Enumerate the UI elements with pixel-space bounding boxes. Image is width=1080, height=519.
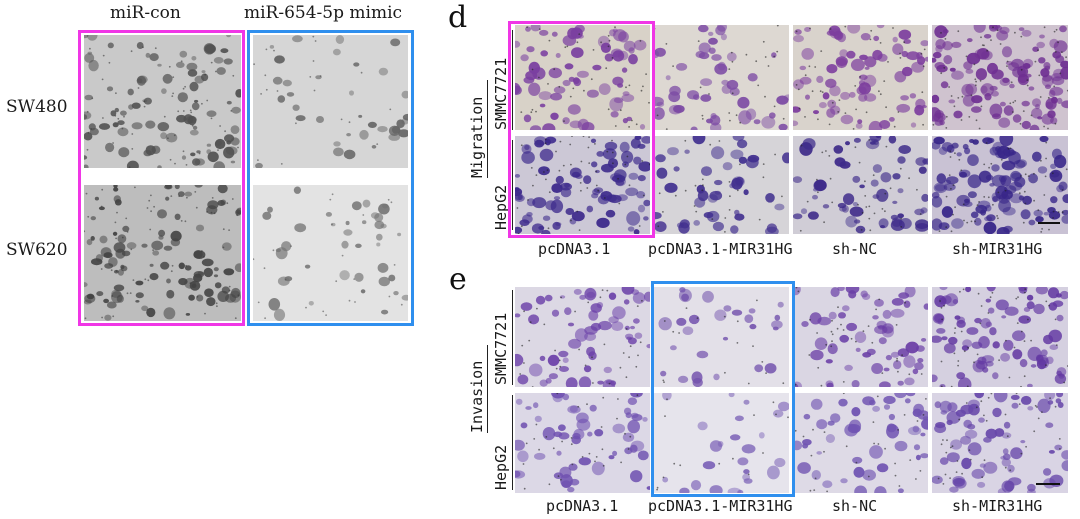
assay-bracket-migration: [487, 80, 488, 178]
micrograph-e-hepg2-mir31hg: [654, 393, 789, 493]
assay-label-invasion: Invasion: [468, 360, 486, 433]
micrograph-e-smmc-shnc: [793, 287, 928, 387]
assay-label-migration: Migration: [468, 96, 486, 178]
micrograph-d-hepg2-pcdna: [515, 136, 650, 234]
panel-letter-d: d: [448, 0, 468, 35]
row-label-sw620: SW620: [6, 240, 68, 260]
micrograph-e-hepg2-shnc: [793, 393, 928, 493]
column-label-e-shnc: sh-NC: [832, 497, 878, 515]
row-label-hepg2-e: HepG2: [492, 444, 510, 490]
column-label-d-shmir31hg: sh-MIR31HG: [952, 240, 1043, 258]
column-label-e-pcdna-mir31hg: pcDNA3.1-MIR31HG: [648, 497, 793, 515]
micrograph-e-hepg2-shmir31hg: [932, 393, 1068, 493]
micrograph-d-smmc-pcdna: [515, 25, 650, 130]
micrograph-e-smmc-pcdna: [515, 287, 650, 387]
column-label-e-pcdna: pcDNA3.1: [546, 497, 619, 515]
row-bracket-smmc7721-e: [512, 290, 513, 385]
row-bracket-hepg2-e: [512, 395, 513, 490]
micrograph-sw480-mir-654-mimic: [253, 35, 408, 168]
micrograph-d-hepg2-shnc: [793, 136, 928, 234]
row-label-smmc7721-e: SMMC7721: [492, 312, 510, 385]
assay-bracket-invasion: [487, 345, 488, 433]
micrograph-sw620-mir-con: [84, 185, 241, 321]
micrograph-d-hepg2-shmir31hg: [932, 136, 1068, 234]
row-bracket-smmc7721-d: [512, 30, 513, 130]
row-label-sw480: SW480: [6, 97, 68, 117]
highlight-frame-magenta-d: [508, 21, 655, 238]
column-label-d-shnc: sh-NC: [832, 240, 878, 258]
panel-letter-e: e: [449, 262, 467, 297]
micrograph-d-smmc-shmir31hg: [932, 25, 1068, 130]
highlight-frame-blue-e: [651, 281, 795, 497]
micrograph-d-smmc-mir31hg: [654, 25, 789, 130]
micrograph-e-hepg2-pcdna: [515, 393, 650, 493]
micrograph-e-smmc-shmir31hg: [932, 287, 1068, 387]
column-label-e-shmir31hg: sh-MIR31HG: [952, 497, 1043, 515]
micrograph-d-hepg2-mir31hg: [654, 136, 789, 234]
micrograph-d-smmc-shnc: [793, 25, 928, 130]
column-label-mir-con: miR-con: [110, 3, 181, 23]
column-label-mir-654-mimic: miR-654-5p mimic: [244, 3, 403, 23]
micrograph-sw620-mir-654-mimic: [253, 185, 408, 321]
highlight-frame-magenta-left: [78, 30, 245, 326]
micrograph-e-smmc-mir31hg: [654, 287, 789, 387]
column-label-d-pcdna: pcDNA3.1: [538, 240, 611, 258]
row-bracket-hepg2-d: [512, 140, 513, 230]
micrograph-sw480-mir-con: [84, 35, 241, 168]
column-label-d-pcdna-mir31hg: pcDNA3.1-MIR31HG: [648, 240, 793, 258]
highlight-frame-blue-left: [247, 30, 414, 326]
